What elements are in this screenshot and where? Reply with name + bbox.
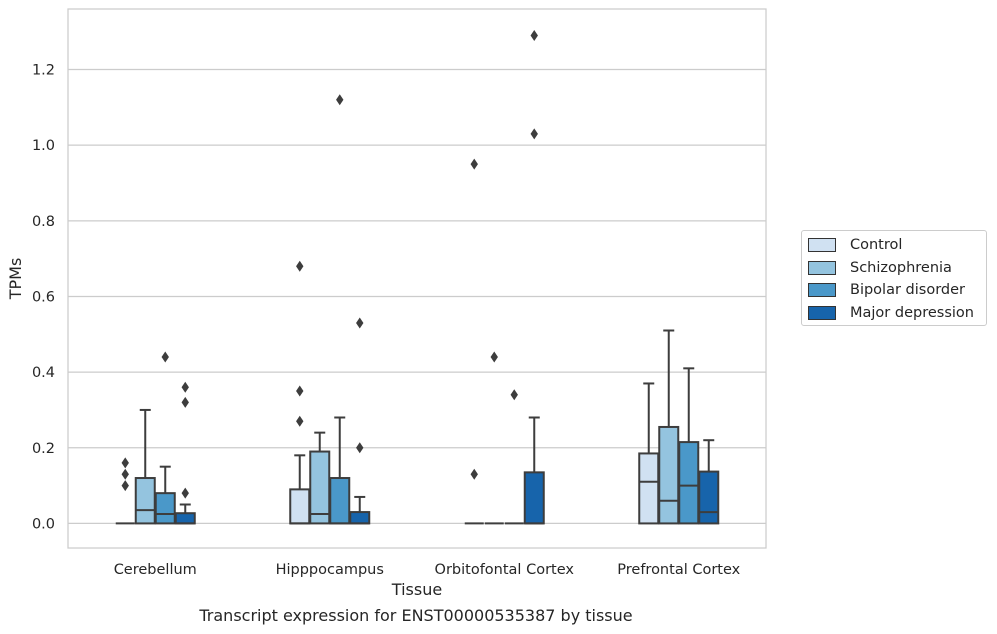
outlier-point [296, 260, 304, 272]
outlier-point [161, 351, 169, 363]
outlier-point [530, 29, 538, 41]
box-3-2 [678, 367, 700, 525]
outlier-point [470, 158, 478, 170]
box [329, 477, 351, 525]
box-2-2 [504, 389, 524, 525]
legend-label: Control [850, 237, 903, 254]
legend: Control Schizophrenia Bipolar disorder Majo… [801, 230, 987, 326]
y-tick-label: 0.4 [32, 365, 55, 381]
legend-swatch [808, 283, 836, 298]
box-1-1 [309, 431, 331, 525]
legend-item: Bipolar disorder [808, 279, 986, 302]
outlier-point [470, 468, 478, 480]
outlier-point [121, 480, 129, 492]
box [174, 512, 196, 525]
plot-frame [67, 8, 767, 549]
legend-item: Major depression [808, 302, 986, 325]
outlier-point [336, 94, 344, 106]
x-axis-label: Tissue [391, 580, 442, 599]
y-tick-label: 0.0 [32, 516, 55, 532]
legend-item: Schizophrenia [808, 257, 986, 280]
outlier-point [181, 381, 189, 393]
x-tick-label: Orbitofontal Cortex [435, 562, 575, 578]
box-2-1 [484, 351, 504, 525]
box [154, 492, 176, 525]
outlier-point [296, 415, 304, 427]
outlier-point [356, 317, 364, 329]
box-2-0 [464, 158, 484, 525]
x-tick-label: Cerebellum [114, 562, 197, 578]
box [134, 477, 156, 525]
box-2-3 [523, 29, 545, 525]
legend-label: Major depression [850, 304, 974, 321]
legend-swatch [808, 260, 836, 275]
box-1-3 [349, 317, 371, 525]
x-tick-labels: Cerebellum Hipppocampus Orbitofontal Corte… [114, 562, 741, 578]
box-layer [115, 29, 720, 525]
gridlines [68, 68, 766, 525]
box-3-0 [638, 382, 660, 525]
y-tick-label: 0.8 [32, 214, 55, 230]
y-tick-label: 0.6 [32, 289, 55, 305]
legend-label: Schizophrenia [850, 259, 952, 276]
y-tick-label: 1.0 [32, 138, 55, 154]
outlier-point [181, 487, 189, 499]
box-0-2 [154, 351, 176, 525]
y-tick-label: 1.2 [32, 63, 55, 79]
box [309, 450, 331, 525]
box-0-3 [174, 381, 196, 525]
y-tick-label: 0.2 [32, 441, 55, 457]
box-1-2 [329, 94, 351, 525]
box-1-0 [289, 260, 311, 525]
outlier-point [490, 351, 498, 363]
outlier-point [510, 389, 518, 401]
box-0-0 [115, 457, 135, 525]
x-tick-label: Hipppocampus [276, 562, 384, 578]
legend-item: Control [808, 234, 986, 257]
legend-label: Bipolar disorder [850, 282, 965, 299]
box-3-3 [698, 439, 720, 525]
box [349, 511, 371, 525]
box [638, 452, 660, 525]
box [523, 471, 545, 525]
outlier-point [356, 442, 364, 454]
legend-swatch [808, 238, 836, 253]
box [678, 441, 700, 525]
y-tick-labels: 0.0 0.2 0.4 0.6 0.8 1.0 1.2 [32, 63, 55, 533]
outlier-point [296, 385, 304, 397]
box [698, 470, 720, 525]
outlier-point [121, 457, 129, 469]
x-tick-label: Prefrontal Cortex [617, 562, 740, 578]
box-0-1 [134, 408, 156, 525]
y-axis-label: TPMs [6, 258, 25, 301]
outlier-point [181, 396, 189, 408]
legend-swatch [808, 305, 836, 320]
outlier-point [121, 468, 129, 480]
box-3-1 [658, 329, 680, 525]
outlier-point [530, 128, 538, 140]
figure-caption: Transcript expression for ENST0000053538… [199, 606, 633, 625]
box [658, 425, 680, 525]
box [289, 488, 311, 525]
